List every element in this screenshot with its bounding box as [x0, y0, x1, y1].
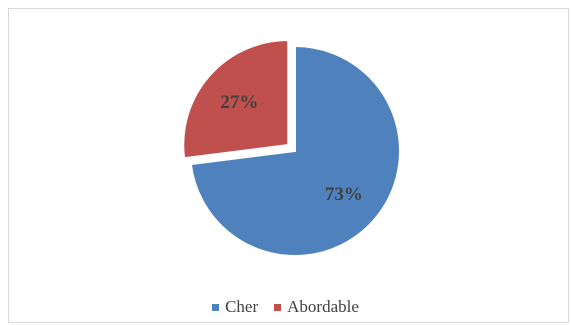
data-label-abordable: 27% — [220, 92, 258, 113]
pie-data-labels: 73% 27% — [220, 92, 362, 205]
legend-swatch-abordable — [274, 303, 282, 311]
legend-item-cher: Cher — [212, 297, 258, 317]
legend-label-abordable: Abordable — [287, 297, 359, 316]
pie-slices — [182, 39, 401, 257]
pie-slice-abordable — [182, 39, 290, 160]
pie-slice-cher — [189, 44, 401, 257]
legend-swatch-cher — [212, 303, 220, 311]
data-label-cher: 73% — [325, 184, 363, 205]
legend-label-cher: Cher — [225, 297, 259, 316]
legend-item-abordable: Abordable — [274, 297, 359, 317]
legend: Cher Abordable — [0, 297, 571, 317]
